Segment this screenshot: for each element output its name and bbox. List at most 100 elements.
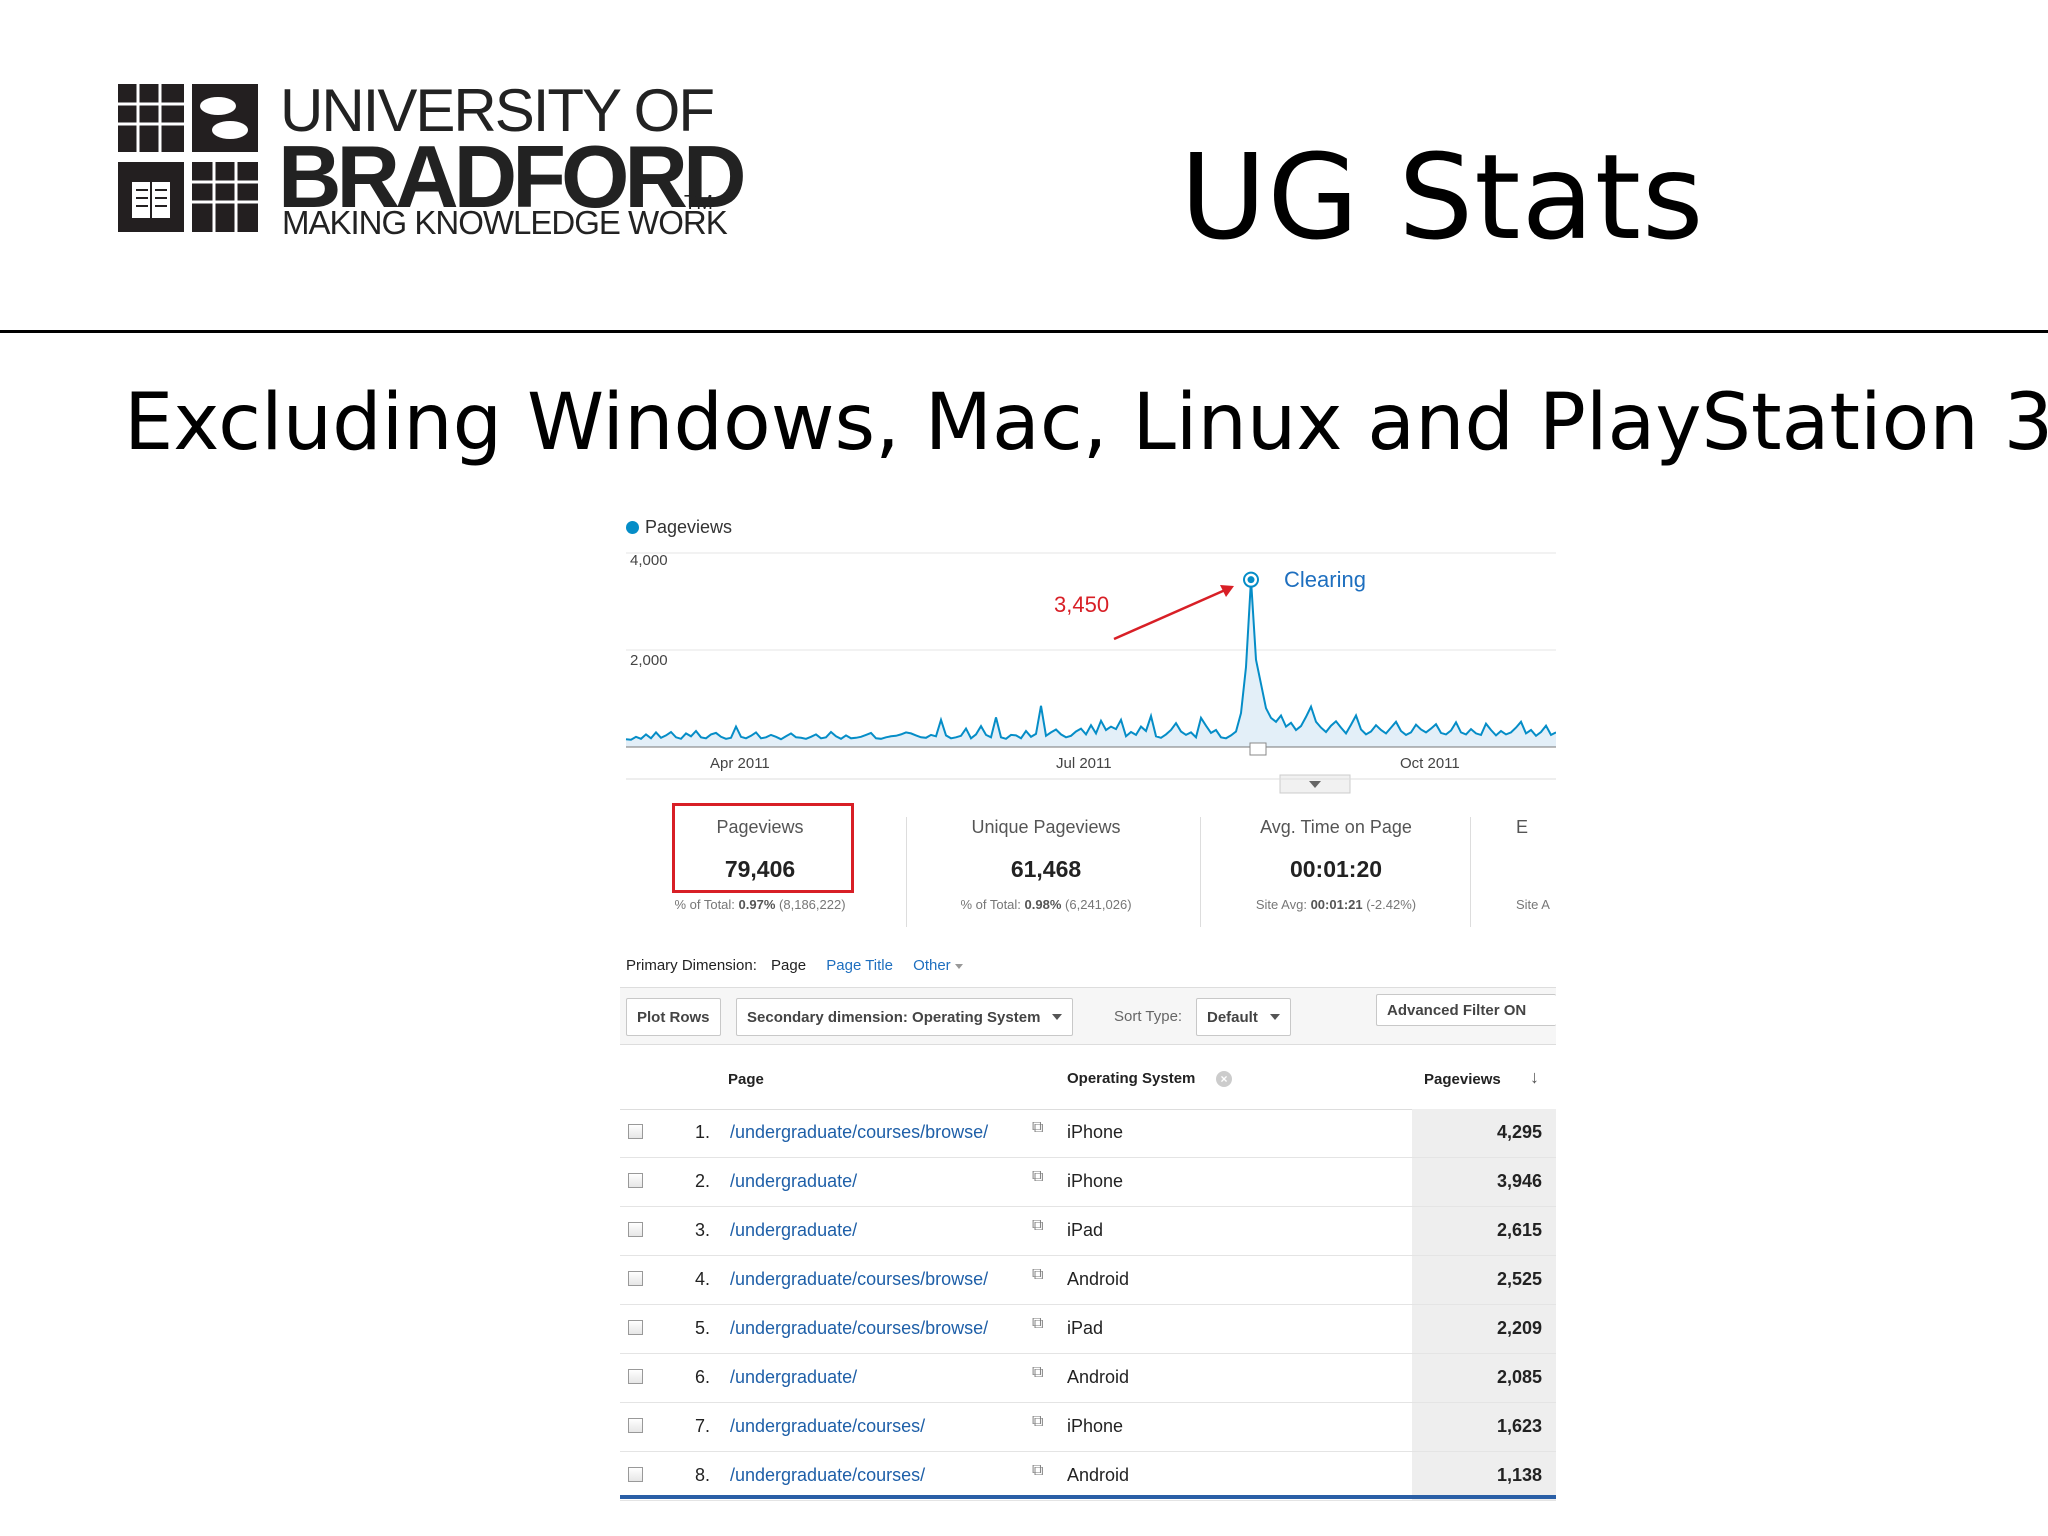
kpi-subtext: % of Total: 0.98% (6,241,026) xyxy=(960,897,1132,912)
annotation-clearing-label: Clearing xyxy=(1284,567,1366,592)
x-tick-jul-2011: Jul 2011 xyxy=(1056,755,1112,772)
kpi-label: Avg. Time on Page xyxy=(1260,817,1412,837)
dimension-page-title-link[interactable]: Page Title xyxy=(826,957,893,974)
page-link[interactable]: /undergraduate/courses/browse/ xyxy=(730,1269,989,1289)
y-tick-4000: 4,000 xyxy=(630,552,668,569)
kpi-value: 00:01:20 xyxy=(1289,856,1383,882)
row-checkbox[interactable] xyxy=(628,1369,643,1384)
table-row: 3. /undergraduate/ ⧉ iPad 2,615 xyxy=(620,1207,1556,1256)
pageviews-value: 4,295 xyxy=(1496,1122,1542,1142)
row-number: 3. xyxy=(694,1220,710,1240)
os-value: Android xyxy=(1067,1269,1130,1289)
kpi-label: Unique Pageviews xyxy=(971,817,1121,837)
slide-title: UG Stats xyxy=(1180,128,1705,266)
secondary-dimension-dropdown[interactable]: Secondary dimension: Operating System xyxy=(736,998,1074,1036)
column-header-pageviews[interactable]: Pageviews xyxy=(1424,1071,1501,1088)
page-link[interactable]: /undergraduate/ xyxy=(730,1367,858,1387)
title-divider xyxy=(0,330,2048,333)
row-number: 5. xyxy=(694,1318,710,1338)
university-logo: UNIVERSITY OF BRADFORD MAKING KNOWLEDGE … xyxy=(108,77,747,248)
open-external-icon[interactable]: ⧉ xyxy=(1032,1413,1044,1430)
dimension-other-link[interactable]: Other xyxy=(913,957,963,974)
pageviews-value: 1,623 xyxy=(1496,1416,1542,1436)
logo-crest-icon xyxy=(108,78,268,238)
kpi-value: 79,406 xyxy=(724,856,796,882)
row-checkbox[interactable] xyxy=(628,1173,643,1188)
logo-line-university: UNIVERSITY OF xyxy=(280,77,715,144)
table-row: 8. /undergraduate/courses/ ⧉ Android 1,138 xyxy=(620,1452,1556,1501)
open-external-icon[interactable]: ⧉ xyxy=(1032,1119,1044,1136)
primary-dimension-label: Primary Dimension: xyxy=(626,957,757,974)
kpi-separator xyxy=(1470,817,1471,927)
page-link[interactable]: /undergraduate/ xyxy=(730,1171,858,1191)
legend-label: Pageviews xyxy=(645,517,733,537)
kpi-value: 61,468 xyxy=(1010,856,1082,882)
table-row: 2. /undergraduate/ ⧉ iPhone 3,946 xyxy=(620,1158,1556,1207)
table-row: 7. /undergraduate/courses/ ⧉ iPhone 1,623 xyxy=(620,1403,1556,1452)
row-checkbox[interactable] xyxy=(628,1222,643,1237)
kpi-label: Pageviews xyxy=(716,817,804,837)
pageviews-value: 2,525 xyxy=(1496,1269,1542,1289)
row-checkbox[interactable] xyxy=(628,1467,643,1482)
row-checkbox[interactable] xyxy=(628,1320,643,1335)
chevron-down-icon xyxy=(1269,1014,1280,1020)
row-checkbox[interactable] xyxy=(628,1124,643,1139)
y-tick-2000: 2,000 xyxy=(630,652,668,669)
row-checkbox[interactable] xyxy=(628,1418,643,1433)
column-header-operating-system[interactable]: Operating System xyxy=(1067,1070,1196,1087)
dimension-page[interactable]: Page xyxy=(771,957,807,974)
os-value: iPhone xyxy=(1067,1171,1124,1191)
legend-dot-icon xyxy=(626,521,639,534)
os-value: iPhone xyxy=(1067,1122,1124,1142)
os-value: iPad xyxy=(1067,1220,1104,1240)
os-value: iPad xyxy=(1067,1318,1104,1338)
chevron-down-icon xyxy=(1309,781,1321,788)
page-link[interactable]: /undergraduate/courses/browse/ xyxy=(730,1318,989,1338)
page-link[interactable]: /undergraduate/courses/ xyxy=(730,1465,926,1485)
kpi-separator xyxy=(906,817,907,927)
remove-dimension-icon[interactable]: × xyxy=(1216,1071,1232,1087)
annotation-flag-icon xyxy=(1249,742,1267,756)
table-body: 1. /undergraduate/courses/browse/ ⧉ iPhone 4… xyxy=(620,1109,1556,1501)
os-value: Android xyxy=(1067,1465,1130,1485)
row-checkbox[interactable] xyxy=(628,1271,643,1286)
open-external-icon[interactable]: ⧉ xyxy=(1032,1462,1044,1479)
page-link[interactable]: /undergraduate/courses/ xyxy=(730,1416,926,1436)
sort-type-dropdown[interactable]: Default xyxy=(1196,998,1291,1036)
page-link[interactable]: /undergraduate/courses/browse/ xyxy=(730,1122,989,1142)
table-row: 1. /undergraduate/courses/browse/ ⧉ iPhone 4… xyxy=(620,1109,1556,1158)
pageviews-value: 2,615 xyxy=(1496,1220,1542,1240)
chevron-down-icon xyxy=(1052,1014,1063,1020)
table-bottom-border xyxy=(620,1495,1556,1499)
kpi-label: E xyxy=(1516,817,1529,837)
x-tick-oct-2011: Oct 2011 xyxy=(1400,755,1460,772)
open-external-icon[interactable]: ⧉ xyxy=(1032,1168,1044,1185)
kpi-avg-time-on-page[interactable]: Avg. Time on Page 00:01:20 Site Avg: 00:… xyxy=(1236,817,1436,912)
page-link[interactable]: /undergraduate/ xyxy=(730,1220,858,1240)
os-value: Android xyxy=(1067,1367,1130,1387)
advanced-filter-link[interactable]: Advanced Filter ON xyxy=(1376,994,1556,1026)
pageviews-value: 1,138 xyxy=(1496,1465,1542,1485)
analytics-screenshot: Pageviews 3,450 Clearing 4,000 2,000 Apr… xyxy=(620,505,1556,1505)
kpi-subtext: Site A xyxy=(1516,897,1550,912)
pageviews-highlight-box xyxy=(672,803,854,893)
kpi-pageviews[interactable]: Pageviews 79,406 % of Total: 0.97% (8,18… xyxy=(650,817,870,912)
chart-legend: Pageviews xyxy=(626,517,732,538)
open-external-icon[interactable]: ⧉ xyxy=(1032,1217,1044,1234)
row-number: 6. xyxy=(694,1367,710,1387)
column-header-page[interactable]: Page xyxy=(728,1071,764,1088)
plot-rows-button[interactable]: Plot Rows xyxy=(626,998,721,1036)
annotation-arrow xyxy=(1113,585,1233,641)
os-value: iPhone xyxy=(1067,1416,1124,1436)
open-external-icon[interactable]: ⧉ xyxy=(1032,1266,1044,1283)
open-external-icon[interactable]: ⧉ xyxy=(1032,1364,1044,1381)
kpi-truncated[interactable]: E Site A xyxy=(1516,817,1556,912)
x-tick-apr-2011: Apr 2011 xyxy=(710,755,770,772)
pageviews-chart: 3,450 Clearing xyxy=(625,552,1556,794)
sort-descending-icon[interactable]: ↓ xyxy=(1530,1067,1539,1087)
open-external-icon[interactable]: ⧉ xyxy=(1032,1315,1044,1332)
logo-trademark: TM xyxy=(684,192,713,214)
row-number: 8. xyxy=(694,1465,710,1485)
kpi-unique-pageviews[interactable]: Unique Pageviews 61,468 % of Total: 0.98… xyxy=(936,817,1156,912)
table-row: 4. /undergraduate/courses/browse/ ⧉ Android… xyxy=(620,1256,1556,1305)
